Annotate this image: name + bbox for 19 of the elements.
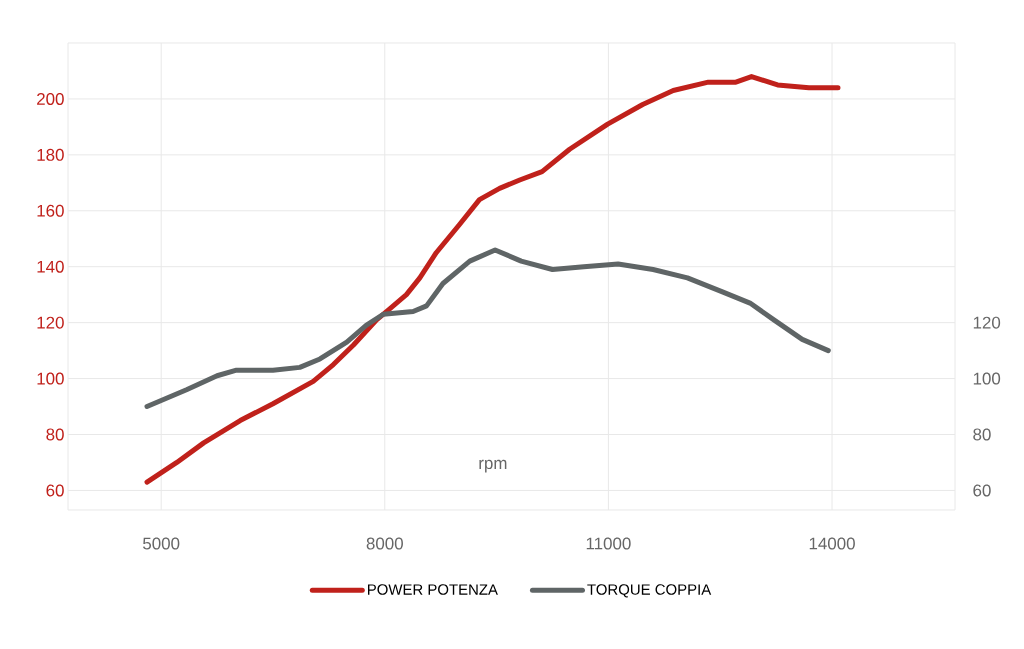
y-tick-label: 100 bbox=[37, 372, 64, 385]
legend-label: TORQUE COPPIA bbox=[587, 584, 712, 598]
y-tick-label: 140 bbox=[37, 260, 64, 273]
y-tick-label: 160 bbox=[37, 204, 64, 217]
y2-tick-label: 120 bbox=[973, 316, 1001, 329]
y-tick-label: 200 bbox=[37, 92, 64, 105]
y-tick-label: 80 bbox=[46, 428, 64, 441]
y-tick-label: 120 bbox=[37, 316, 64, 329]
x-axis-title: rpm bbox=[479, 459, 507, 473]
x-tick-label: 11000 bbox=[586, 537, 631, 550]
x-tick-label: 8000 bbox=[366, 537, 403, 550]
legend-label: POWER POTENZA bbox=[368, 584, 498, 595]
y2-tick-label: 80 bbox=[973, 428, 991, 441]
y-tick-label: 60 bbox=[46, 484, 64, 497]
x-tick-label: 5000 bbox=[143, 537, 180, 550]
x-tick-label: 14000 bbox=[809, 537, 855, 550]
y2-tick-label: 100 bbox=[973, 372, 1001, 385]
y2-tick-label: 60 bbox=[973, 484, 991, 497]
y-tick-label: 180 bbox=[37, 148, 64, 161]
